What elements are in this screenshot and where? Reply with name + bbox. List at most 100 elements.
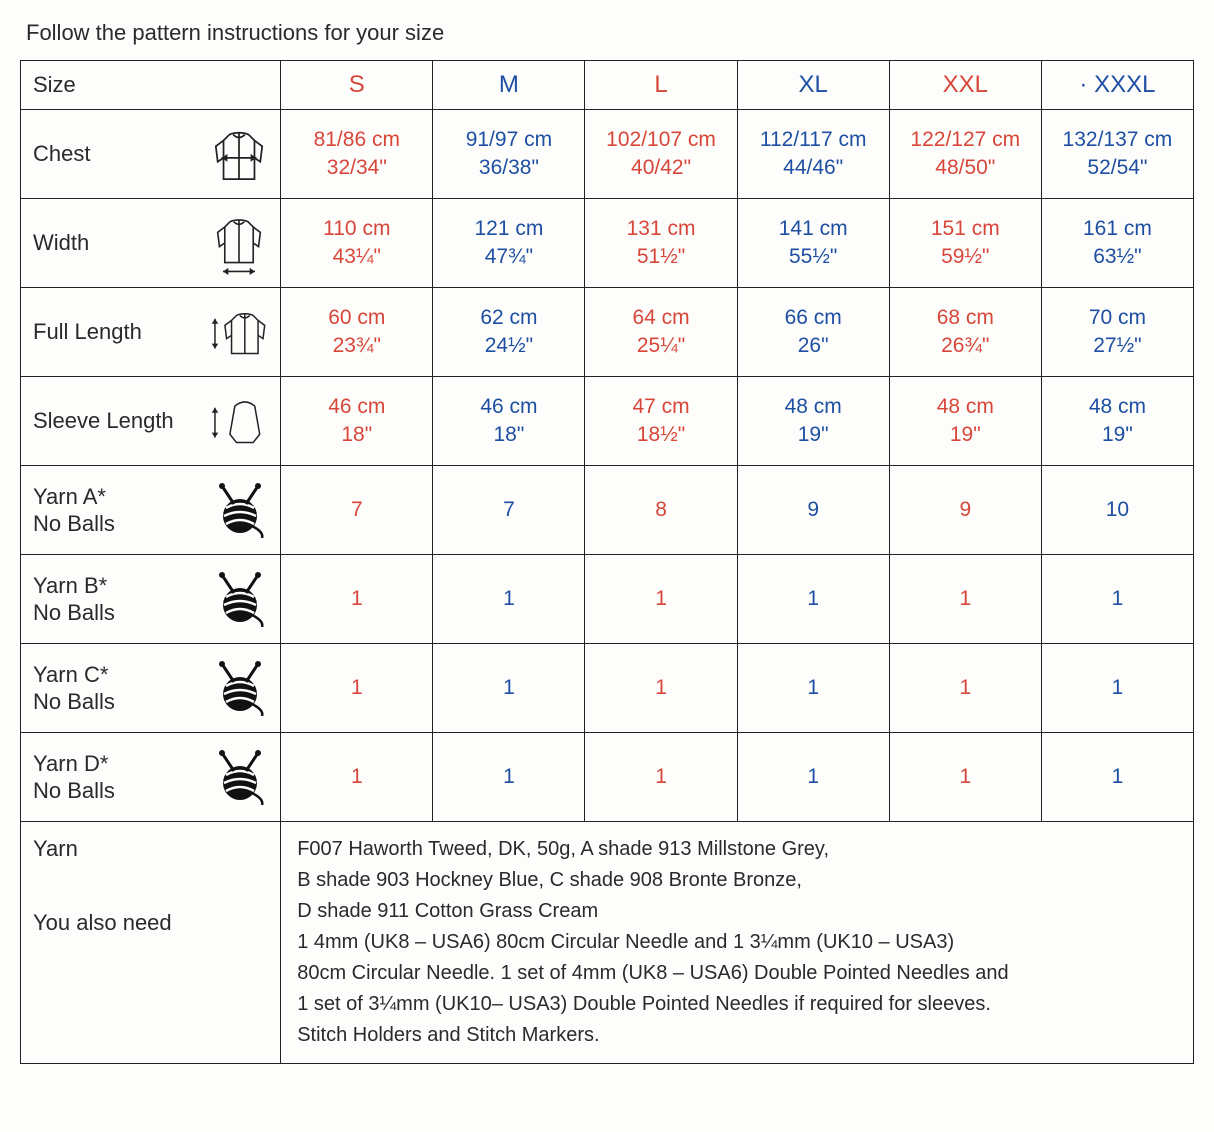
full-length-label: Full Length [33,318,142,346]
yarn-a-m: 7 [433,466,585,555]
yarn-a-xl: 9 [737,466,889,555]
yarn-c-s: 1 [281,644,433,733]
yarn-a-xxl: 9 [889,466,1041,555]
size-label: Size [21,61,281,110]
chest-xl-metric: 112/117 cm [750,126,877,154]
instruction-text: Follow the pattern instructions for your… [26,20,1194,46]
sleeve-xxxl-metric: 48 cm [1054,393,1181,421]
row-yarn-d: Yarn D*No Balls 1 1 1 1 1 1 [21,733,1194,822]
yarn-c-label: Yarn C*No Balls [33,661,115,716]
yarn-b-xxl: 1 [889,555,1041,644]
chest-icon [210,122,268,186]
yarn-d-xl: 1 [737,733,889,822]
sleeve-xl-metric: 48 cm [750,393,877,421]
yarn-b-icon [212,571,268,627]
yarn-d-xxxl: 1 [1041,733,1193,822]
yarn-a-xxxl: 10 [1041,466,1193,555]
width-l-metric: 131 cm [597,215,724,243]
chest-m-metric: 91/97 cm [445,126,572,154]
row-yarn-a: Yarn A*No Balls 7 7 8 9 9 10 [21,466,1194,555]
yarn-c-m: 1 [433,644,585,733]
yarn-c-xxl: 1 [889,644,1041,733]
chest-label: Chest [33,140,90,168]
sleeve-l-metric: 47 cm [597,393,724,421]
full-length-m-metric: 62 cm [445,304,572,332]
footer-line-6: 1 set of 3¼mm (UK10– USA3) Double Pointe… [297,989,1177,1020]
chest-s-imperial: 32/34" [293,154,420,182]
sleeve-xxl-metric: 48 cm [902,393,1029,421]
full-length-xxl-imperial: 26¾" [902,332,1029,360]
yarn-b-xl: 1 [737,555,889,644]
chest-xxl-metric: 122/127 cm [902,126,1029,154]
full-length-xl-metric: 66 cm [750,304,877,332]
footer-row: Yarn You also need F007 Haworth Tweed, D… [21,822,1194,1064]
footer-line-5: 80cm Circular Needle. 1 set of 4mm (UK8 … [297,958,1177,989]
chest-m-imperial: 36/38" [445,154,572,182]
yarn-a-s: 7 [281,466,433,555]
footer-line-3: D shade 911 Cotton Grass Cream [297,896,1177,927]
sleeve-xxxl-imperial: 19" [1054,421,1181,449]
sleeve-s-metric: 46 cm [293,393,420,421]
full-length-icon [210,300,268,364]
header-row: Size S M L XL XXL · XXXL [21,61,1194,110]
yarn-c-xl: 1 [737,644,889,733]
size-xxxl: · XXXL [1041,61,1193,110]
full-length-m-imperial: 24½" [445,332,572,360]
size-m: M [433,61,585,110]
size-xl: XL [737,61,889,110]
sleeve-m-imperial: 18" [445,421,572,449]
yarn-b-s: 1 [281,555,433,644]
chest-l-imperial: 40/42" [597,154,724,182]
size-xxl: XXL [889,61,1041,110]
chest-xxxl-imperial: 52/54" [1054,154,1181,182]
full-length-s-imperial: 23¾" [293,332,420,360]
width-m-imperial: 47¾" [445,243,572,271]
chest-s-metric: 81/86 cm [293,126,420,154]
row-chest: Chest 81/86 cm32/34" 91/97 cm36/38" 102/… [21,110,1194,199]
yarn-b-l: 1 [585,555,737,644]
width-l-imperial: 51½" [597,243,724,271]
full-length-xxxl-metric: 70 cm [1054,304,1181,332]
chest-l-metric: 102/107 cm [597,126,724,154]
width-icon [210,211,268,275]
size-l: L [585,61,737,110]
footer-label-need: You also need [33,910,268,936]
footer-line-4: 1 4mm (UK8 – USA6) 80cm Circular Needle … [297,927,1177,958]
yarn-d-xxl: 1 [889,733,1041,822]
width-m-metric: 121 cm [445,215,572,243]
footer-line-2: B shade 903 Hockney Blue, C shade 908 Br… [297,865,1177,896]
full-length-xxxl-imperial: 27½" [1054,332,1181,360]
full-length-xl-imperial: 26" [750,332,877,360]
sleeve-xl-imperial: 19" [750,421,877,449]
sleeve-s-imperial: 18" [293,421,420,449]
yarn-d-l: 1 [585,733,737,822]
full-length-xxl-metric: 68 cm [902,304,1029,332]
full-length-l-imperial: 25¼" [597,332,724,360]
chest-xxl-imperial: 48/50" [902,154,1029,182]
yarn-d-m: 1 [433,733,585,822]
yarn-b-m: 1 [433,555,585,644]
row-sleeve-length: Sleeve Length 46 cm18" 46 cm18" 47 cm18½… [21,377,1194,466]
chest-xxxl-metric: 132/137 cm [1054,126,1181,154]
yarn-a-l: 8 [585,466,737,555]
width-xl-imperial: 55½" [750,243,877,271]
sleeve-length-icon [210,389,268,453]
width-xl-metric: 141 cm [750,215,877,243]
yarn-b-xxxl: 1 [1041,555,1193,644]
yarn-a-icon [212,482,268,538]
row-full-length: Full Length 60 cm23¾" 62 cm24½" 64 cm25¼… [21,288,1194,377]
row-yarn-c: Yarn C*No Balls 1 1 1 1 1 1 [21,644,1194,733]
size-s: S [281,61,433,110]
sleeve-l-imperial: 18½" [597,421,724,449]
sizing-table: Size S M L XL XXL · XXXL Chest 81/86 cm3… [20,60,1194,1064]
yarn-c-icon [212,660,268,716]
chest-xl-imperial: 44/46" [750,154,877,182]
row-width: Width 110 cm43¼" 121 cm47¾" 131 cm51½" 1… [21,199,1194,288]
footer-line-7: Stitch Holders and Stitch Markers. [297,1020,1177,1051]
yarn-a-label: Yarn A*No Balls [33,483,115,538]
footer-label-yarn: Yarn [33,836,268,862]
yarn-d-label: Yarn D*No Balls [33,750,115,805]
full-length-l-metric: 64 cm [597,304,724,332]
width-xxxl-metric: 161 cm [1054,215,1181,243]
yarn-c-xxxl: 1 [1041,644,1193,733]
